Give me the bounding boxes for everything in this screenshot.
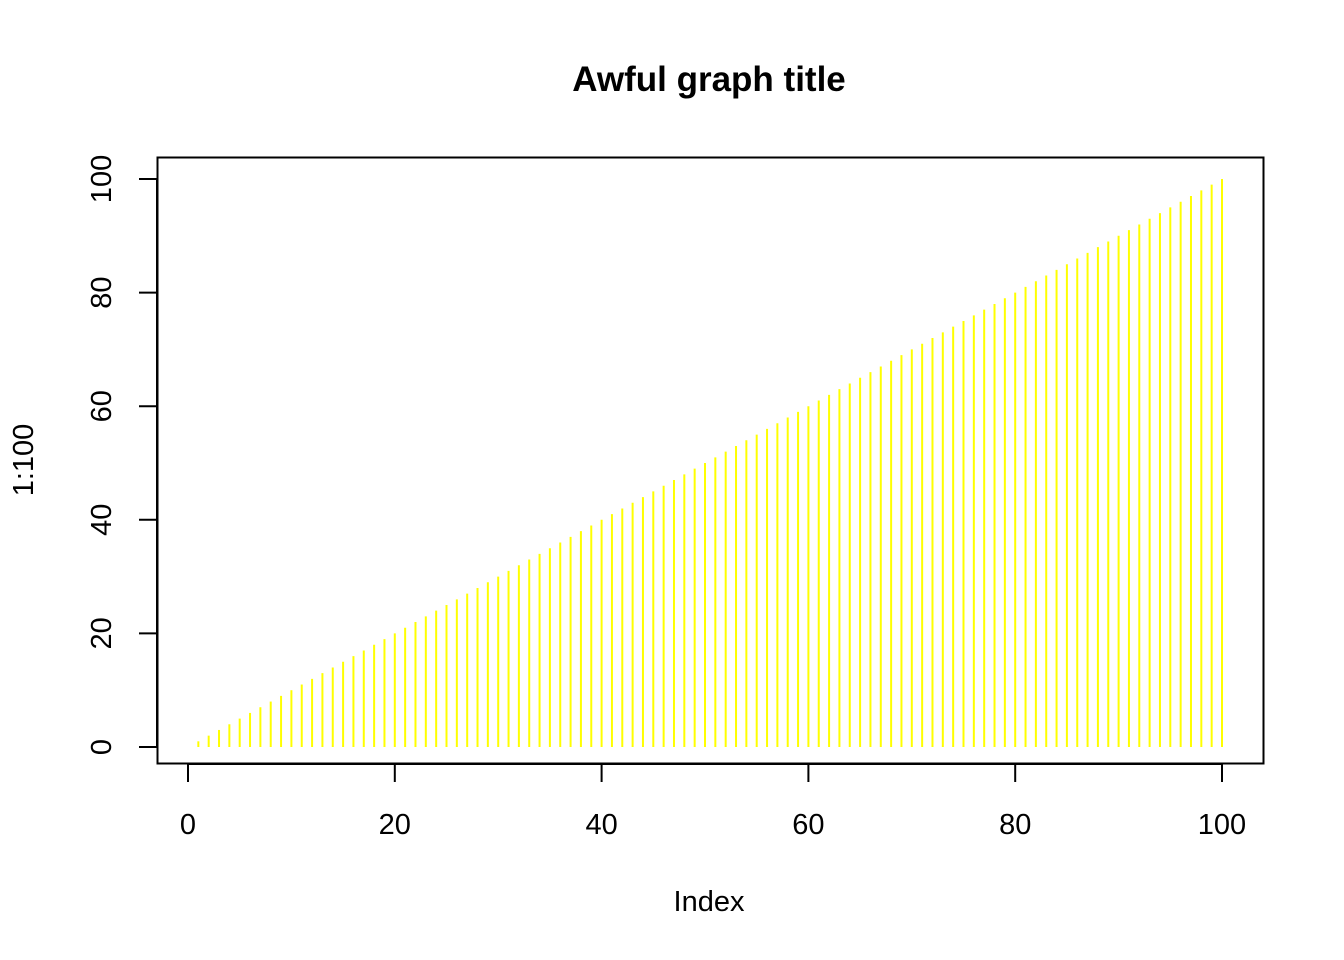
x-tick-label-60: 60 — [792, 809, 824, 841]
y-tick-label-80: 80 — [86, 276, 118, 308]
x-tick-label-40: 40 — [585, 809, 617, 841]
x-axis: 0 20 40 60 80 100 — [180, 763, 1246, 841]
y-tick-label-0: 0 — [86, 739, 118, 755]
chart-title: Awful graph title — [572, 60, 846, 99]
x-tick-label-100: 100 — [1198, 809, 1246, 841]
y-axis-label: 1:100 — [8, 424, 40, 497]
bar-series — [197, 179, 1223, 747]
x-tick-label-80: 80 — [999, 809, 1031, 841]
y-axis: 0 20 40 60 80 100 — [86, 155, 158, 755]
x-axis-label: Index — [674, 886, 745, 918]
x-tick-label-0: 0 — [180, 809, 196, 841]
y-tick-label-60: 60 — [86, 390, 118, 422]
y-tick-label-40: 40 — [86, 504, 118, 536]
x-tick-label-20: 20 — [379, 809, 411, 841]
y-tick-label-100: 100 — [86, 155, 118, 203]
y-tick-label-20: 20 — [86, 617, 118, 649]
